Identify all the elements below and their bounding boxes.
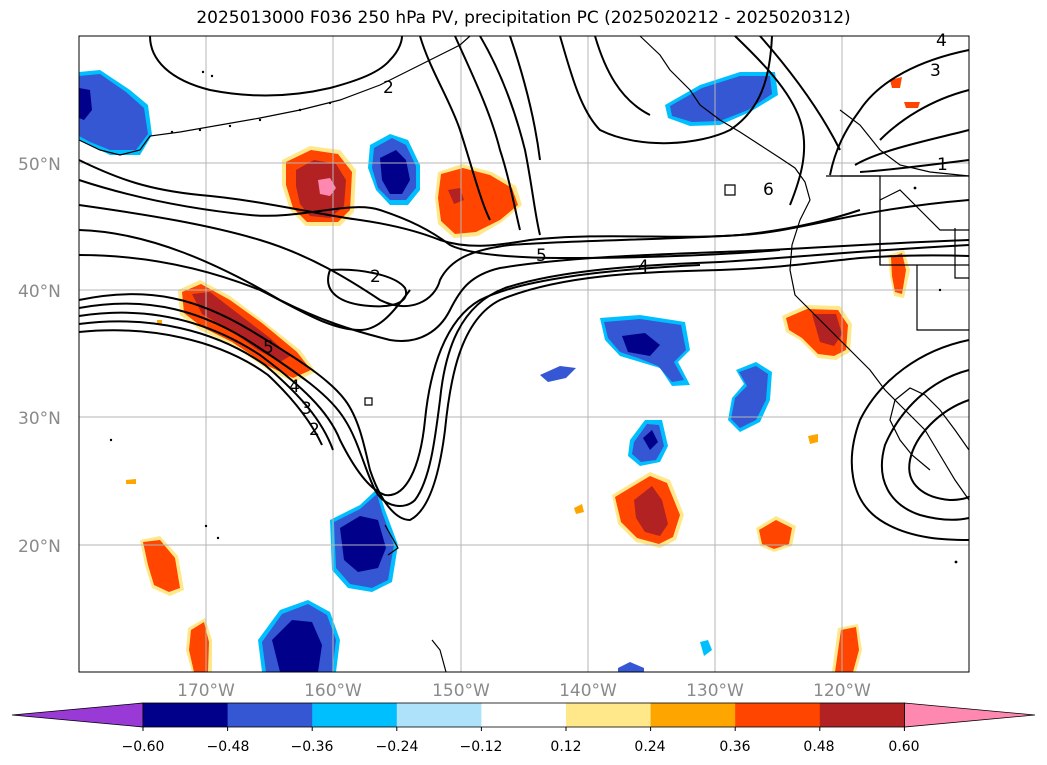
contour-label-group: 5 4 3 2 1 2 5 4 3 2 6 4	[263, 31, 948, 440]
lat-label: 30°N	[18, 409, 61, 429]
colorbar-extend-min	[11, 702, 144, 728]
colorbar-tick-label: 0.12	[550, 739, 581, 755]
colorbar-bin	[312, 703, 398, 727]
colorbar-bin	[227, 703, 313, 727]
colorbar-bin	[143, 703, 229, 727]
colorbar-bin	[735, 703, 821, 727]
lon-label: 140°W	[559, 681, 617, 701]
contour-label: 4	[638, 257, 649, 277]
precip-anomaly-layer	[79, 70, 920, 672]
contour-label: 4	[289, 377, 300, 397]
chart-title: 2025013000 F036 250 hPa PV, precipitatio…	[196, 8, 851, 28]
lon-label: 150°W	[432, 681, 490, 701]
contour-label: 5	[536, 246, 547, 266]
lat-label: 40°N	[18, 282, 61, 302]
pv-contours	[78, 35, 970, 541]
contour-label: 1	[937, 155, 948, 175]
lon-label: 120°W	[813, 681, 871, 701]
colorbar-tick-label: 0.60	[888, 739, 919, 755]
colorbar-bin	[650, 703, 736, 727]
longitude-labels: 170°W 160°W 150°W 140°W 130°W 120°W	[177, 681, 871, 701]
contour-label: 3	[301, 399, 312, 419]
colorbar-tick-label: −0.60	[122, 739, 165, 755]
lat-label: 20°N	[18, 537, 61, 557]
colorbar-tick-label: −0.24	[376, 739, 419, 755]
contour-label: 2	[383, 78, 394, 98]
contour-label: 5	[263, 338, 274, 358]
lat-label: 50°N	[18, 155, 61, 175]
contour-label: 2	[370, 267, 381, 287]
colorbar-bin	[566, 703, 652, 727]
colorbar-outline	[142, 702, 905, 728]
colorbar-bin	[819, 703, 905, 727]
colorbar-bin	[396, 703, 482, 727]
graticule	[79, 36, 969, 672]
lon-label: 130°W	[686, 681, 744, 701]
contour-label: 6	[763, 180, 774, 200]
colorbar	[11, 702, 1036, 731]
lon-label: 160°W	[304, 681, 362, 701]
coastlines	[78, 35, 970, 673]
colorbar-extend-max	[904, 702, 1036, 728]
colorbar-ticks: −0.60 −0.48 −0.36 −0.24 −0.12 0.12 0.24 …	[122, 739, 920, 755]
colorbar-tick-label: 0.24	[634, 739, 665, 755]
colorbar-tick-label: −0.12	[460, 739, 503, 755]
island-dots	[109, 70, 958, 564]
colorbar-tick-label: 0.48	[803, 739, 834, 755]
contour-label: 3	[930, 61, 941, 81]
map-frame	[78, 35, 970, 673]
lon-label: 170°W	[177, 681, 235, 701]
colorbar-tick-label: 0.36	[719, 739, 750, 755]
contour-label: 2	[309, 420, 320, 440]
colorbar-tick-label: −0.36	[291, 739, 334, 755]
latitude-labels: 50°N 40°N 30°N 20°N	[18, 155, 61, 557]
colorbar-bin	[481, 703, 567, 727]
contour-label: 4	[936, 31, 947, 51]
colorbar-tick-label: −0.48	[207, 739, 250, 755]
